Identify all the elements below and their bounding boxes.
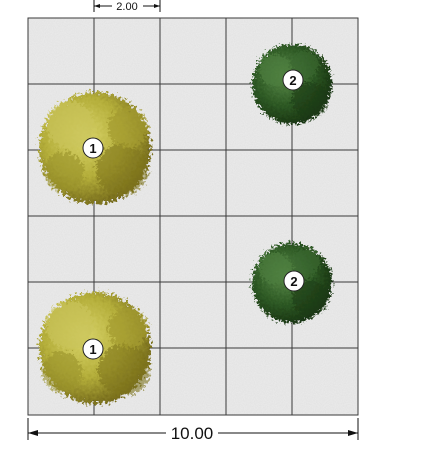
tree-2-lower: 2: [252, 243, 332, 323]
plant-tag-label: 1: [89, 141, 96, 156]
tree-1-lower: 1: [39, 292, 151, 404]
arrowhead-icon: [28, 430, 38, 436]
arrowhead-icon: [154, 4, 160, 8]
grid-border: [27, 17, 359, 416]
module-dimension-label: 2.00: [116, 1, 137, 13]
plant-tag-label: 1: [89, 342, 96, 357]
overall-dimension-label: 10.00: [171, 424, 214, 443]
module-dimension: [93, 0, 161, 12]
overall-dimension: [27, 418, 359, 440]
arrowhead-icon: [94, 4, 100, 8]
plant-tag-circle: [82, 338, 104, 360]
tree-2-upper: 2: [252, 44, 332, 124]
plant-tag-label: 2: [289, 73, 296, 88]
plant-tag-circle: [282, 69, 304, 91]
plant-tag-circle: [82, 137, 104, 159]
arrowhead-icon: [348, 430, 358, 436]
tree-1-upper: 1: [39, 92, 151, 204]
plant-tag-circle: [283, 270, 305, 292]
plant-tag-label: 2: [290, 274, 297, 289]
